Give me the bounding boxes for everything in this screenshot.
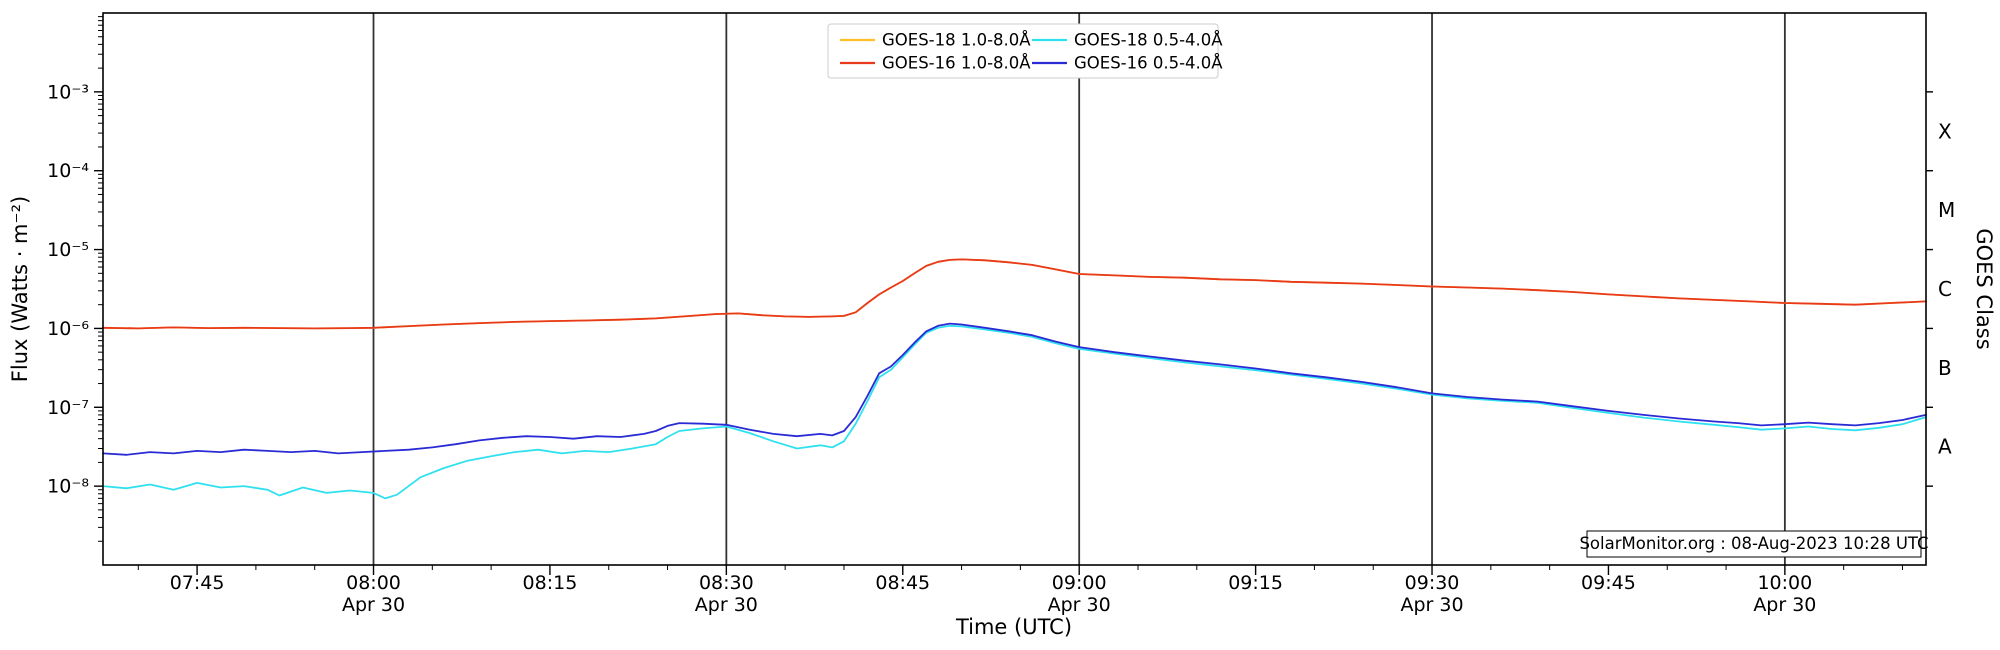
goes-class-label: M bbox=[1938, 198, 1955, 222]
series-lines bbox=[102, 258, 1927, 500]
x-tick-labels: 07:45 08:00 08:15 08:30 08:45 09:00 09:15 09:30… bbox=[170, 572, 1813, 594]
y-tick-label: 10⁻⁷ bbox=[47, 397, 89, 419]
goes-class-label: B bbox=[1938, 356, 1952, 380]
goes-class-label: A bbox=[1938, 435, 1952, 459]
goes-class-label: X bbox=[1938, 119, 1952, 143]
y-minor-ticks bbox=[98, 16, 103, 542]
chart-generated-layer: 07:45 08:00 08:15 08:30 08:45 09:00 09:15 09:30… bbox=[47, 12, 1955, 616]
x-tick-label: 09:45 bbox=[1581, 572, 1636, 594]
goes-class-labels: X M C B A bbox=[1938, 119, 1955, 458]
y-tick-label: 10⁻⁸ bbox=[47, 476, 89, 498]
y-tick-label: 10⁻⁵ bbox=[47, 239, 89, 261]
y-axis-title: Flux (Watts · m⁻²) bbox=[8, 196, 32, 382]
x-tick-label: 08:45 bbox=[875, 572, 930, 594]
plot-border bbox=[102, 12, 1927, 566]
x-axis-title: Time (UTC) bbox=[955, 615, 1072, 639]
x-tick-label: 09:15 bbox=[1228, 572, 1283, 594]
legend-label-goes18-long: GOES-18 1.0-8.0Å bbox=[882, 31, 1031, 50]
legend-label-goes16-long: GOES-16 1.0-8.0Å bbox=[882, 54, 1031, 73]
y-tick-label: 10⁻⁴ bbox=[47, 160, 89, 182]
x-tick-label: 07:45 bbox=[170, 572, 225, 594]
y-tick-labels: 10⁻³ 10⁻⁴ 10⁻⁵ 10⁻⁶ 10⁻⁷ 10⁻⁸ bbox=[47, 81, 89, 497]
y-tick-label: 10⁻⁶ bbox=[47, 318, 89, 340]
day-boundary-lines bbox=[372, 13, 1786, 565]
plot-frame bbox=[102, 12, 1927, 566]
series-line-goes-16-long bbox=[102, 258, 1927, 330]
legend-frame bbox=[827, 23, 1219, 79]
x-major-ticks bbox=[196, 565, 1786, 575]
watermark: SolarMonitor.org : 08-Aug-2023 10:28 UTC bbox=[1579, 530, 1929, 558]
legend-label-goes18-short: GOES-18 0.5-4.0Å bbox=[1074, 31, 1223, 50]
x-date-label: Apr 30 bbox=[1753, 594, 1816, 616]
x-date-label: Apr 30 bbox=[1048, 594, 1111, 616]
x-date-label: Apr 30 bbox=[342, 594, 405, 616]
x-minor-ticks bbox=[137, 565, 1903, 570]
x-date-label: Apr 30 bbox=[695, 594, 758, 616]
watermark-box bbox=[1586, 530, 1922, 558]
legend-label-goes16-short: GOES-16 0.5-4.0Å bbox=[1074, 54, 1223, 73]
series-line-goes-16-short bbox=[102, 322, 1927, 456]
x-tick-label: 08:30 bbox=[699, 572, 754, 594]
right-axis-title: GOES Class bbox=[1972, 228, 1996, 349]
y-major-ticks bbox=[94, 91, 1933, 487]
x-date-labels: Apr 30 Apr 30 Apr 30 Apr 30 Apr 30 bbox=[342, 594, 1816, 616]
y-tick-label: 10⁻³ bbox=[47, 81, 89, 103]
x-tick-label: 09:00 bbox=[1052, 572, 1107, 594]
legend: GOES-18 1.0-8.0Å GOES-16 1.0-8.0Å GOES-1… bbox=[827, 23, 1223, 79]
x-tick-label: 08:00 bbox=[346, 572, 401, 594]
x-tick-label: 08:15 bbox=[523, 572, 578, 594]
goes-class-label: C bbox=[1938, 277, 1952, 301]
x-tick-label: 09:30 bbox=[1405, 572, 1460, 594]
x-date-label: Apr 30 bbox=[1400, 594, 1463, 616]
x-tick-label: 10:00 bbox=[1757, 572, 1812, 594]
series-line-goes-18-short bbox=[102, 324, 1927, 500]
watermark-text: SolarMonitor.org : 08-Aug-2023 10:28 UTC bbox=[1579, 534, 1928, 553]
